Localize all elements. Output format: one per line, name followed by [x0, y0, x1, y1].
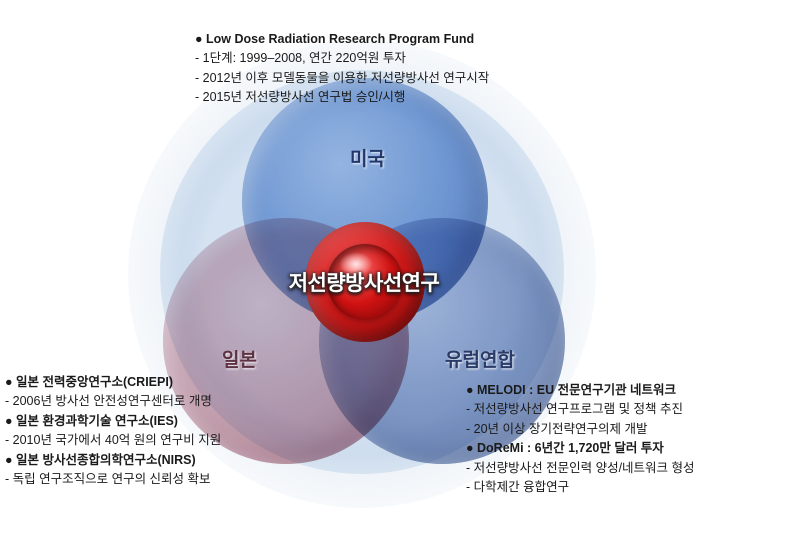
text-block-japan: ● 일본 전력중앙연구소(CRIEPI) - 2006년 방사선 안전성연구센터… — [5, 373, 295, 489]
jp-org-3-l1: - 독립 연구조직으로 연구의 신뢰성 확보 — [5, 470, 295, 489]
jp-org-1: ● 일본 전력중앙연구소(CRIEPI) — [5, 373, 295, 392]
usa-line-1: - 1단계: 1999–2008, 연간 220억원 투자 — [195, 49, 625, 68]
eu-org-2-l2: - 다학제간 융합연구 — [466, 478, 796, 497]
jp-org-1-l1: - 2006년 방사선 안전성연구센터로 개명 — [5, 392, 295, 411]
region-label-usa: 미국 — [350, 144, 385, 171]
usa-line-2: - 2012년 이후 모델동물을 이용한 저선량방사선 연구시작 — [195, 69, 625, 88]
jp-org-2-l1: - 2010년 국가에서 40억 원의 연구비 지원 — [5, 431, 295, 450]
eu-org-1-l2: - 20년 이상 장기전략연구의제 개발 — [466, 420, 796, 439]
eu-org-1-l1: - 저선량방사선 연구프로그램 및 정책 추진 — [466, 400, 796, 419]
region-label-japan: 일본 — [222, 345, 257, 372]
usa-line-3: - 2015년 저선량방사선 연구법 승인/시행 — [195, 88, 625, 107]
region-label-eu: 유럽연합 — [445, 345, 515, 372]
eu-org-2: ● DoReMi : 6년간 1,720만 달러 투자 — [466, 439, 796, 458]
diagram-container: 저선량방사선연구 미국 일본 유럽연합 ● Low Dose Radiation… — [0, 0, 803, 537]
eu-org-2-l1: - 저선량방사선 전문인력 양성/네트워크 형성 — [466, 459, 796, 478]
jp-org-2: ● 일본 환경과학기술 연구소(IES) — [5, 412, 295, 431]
center-title: 저선량방사선연구 — [232, 267, 496, 297]
text-block-usa: ● Low Dose Radiation Research Program Fu… — [195, 30, 625, 108]
usa-lead: ● Low Dose Radiation Research Program Fu… — [195, 30, 625, 49]
text-block-eu: ● MELODI : EU 전문연구기관 네트워크 - 저선량방사선 연구프로그… — [466, 381, 796, 497]
jp-org-3: ● 일본 방사선종합의학연구소(NIRS) — [5, 451, 295, 470]
eu-org-1: ● MELODI : EU 전문연구기관 네트워크 — [466, 381, 796, 400]
